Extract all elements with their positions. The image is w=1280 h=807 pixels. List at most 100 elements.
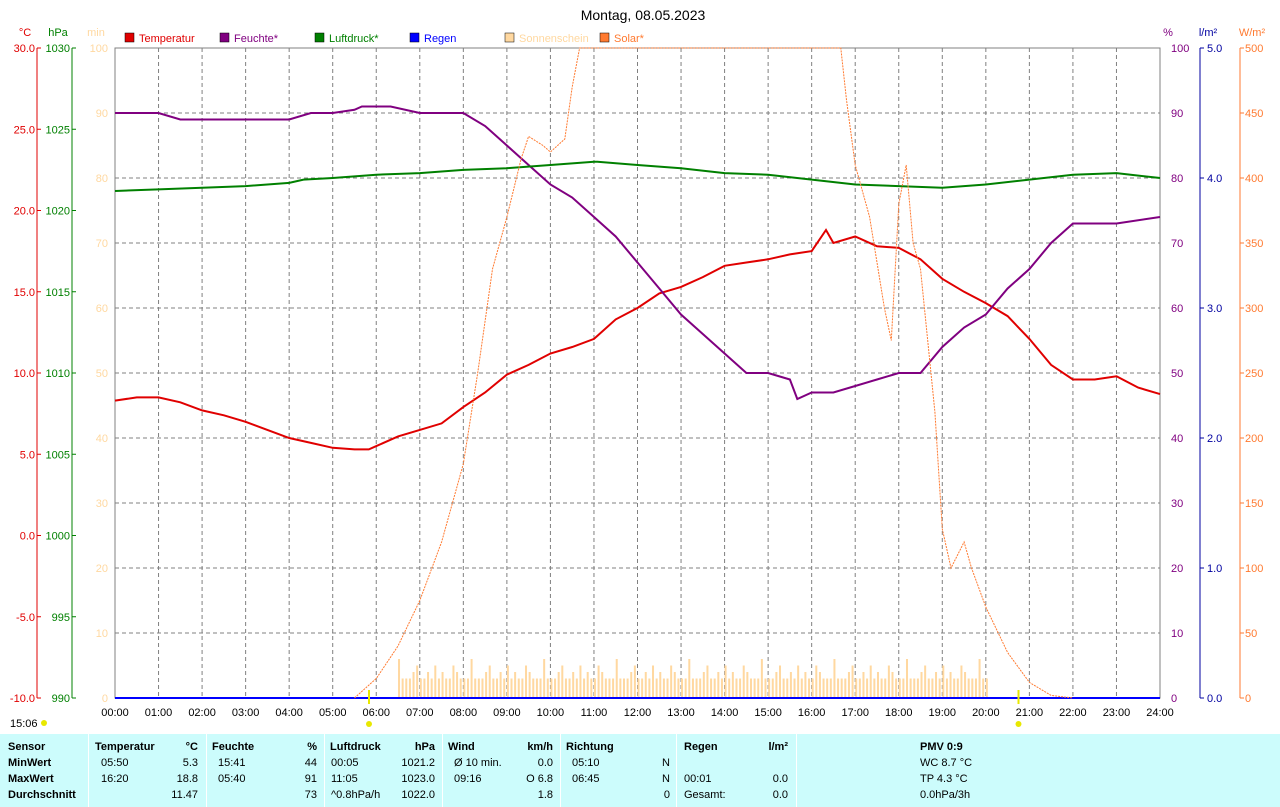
solar-tick: 350 [1245, 238, 1263, 250]
dir-time: 06:45 [572, 773, 600, 785]
sunshine-bar [876, 672, 879, 698]
min-tick: 50 [96, 368, 108, 380]
x-tick: 10:00 [537, 707, 565, 719]
sunshine-bar [862, 672, 865, 698]
press-tick: 995 [52, 612, 70, 624]
stats-table: Sensor Temperatur °C Feuchte% Luftdruck hPa Wi… [0, 734, 1280, 807]
legend-label: Luftdruck* [329, 33, 379, 45]
hum-tick: 90 [1171, 108, 1183, 120]
legend-swatch [409, 32, 420, 43]
axes: °C hPa min 30.0 25.0 20.0 15.0 10.0 5.0 0.0 -5.0 -1… [10, 27, 1266, 719]
temp-unit: °C [19, 27, 31, 39]
sunshine-bar [909, 678, 912, 698]
legend-swatch [314, 32, 325, 43]
sunshine-bar [437, 678, 440, 698]
legend-swatch [504, 32, 515, 43]
sunshine-bar [441, 672, 444, 698]
column-separator [324, 734, 325, 807]
hum-tick: 80 [1171, 173, 1183, 185]
temp-tick: 20.0 [14, 206, 35, 218]
legend-label: Sonnenschein [519, 33, 589, 45]
row-label: MaxWert [8, 773, 54, 785]
sunshine-bar [503, 678, 506, 698]
column-separator [442, 734, 443, 807]
press-tick: 1010 [46, 368, 70, 380]
sunshine-bar [619, 678, 622, 698]
sunshine-bar [760, 659, 763, 698]
wind-value: O 6.8 [526, 773, 553, 785]
hum-tick: 10 [1171, 628, 1183, 640]
sunshine-bar [408, 678, 411, 698]
sunshine-bar [779, 665, 782, 698]
x-tick: 23:00 [1103, 707, 1131, 719]
x-tick: 15:00 [754, 707, 782, 719]
legend: Temperatur Feuchte* Luftdruck* Regen Sonnens… [124, 32, 645, 45]
sunshine-bar [742, 665, 745, 698]
legend-label: Regen [424, 33, 456, 45]
sunshine-bar [579, 665, 582, 698]
sunshine-bar [543, 659, 546, 698]
temp-value: 5.3 [182, 757, 198, 769]
sunshine-bar [459, 678, 462, 698]
sunshine-bar [597, 665, 600, 698]
solar-tick: 450 [1245, 108, 1263, 120]
x-tick: 00:00 [101, 707, 129, 719]
hum-value: 73 [304, 789, 317, 801]
sunshine-bar [786, 678, 789, 698]
sunshine-bar [532, 678, 535, 698]
sunshine-bar [895, 678, 898, 698]
min-unit: min [87, 27, 105, 39]
sunshine-bar [800, 678, 803, 698]
sunshine-bar [673, 672, 676, 698]
sunshine-bar [514, 672, 517, 698]
solar-tick: 250 [1245, 368, 1263, 380]
sunshine-bar [844, 678, 847, 698]
hum-unit: % [1163, 27, 1173, 39]
min-tick: 70 [96, 238, 108, 250]
chart-title: Montag, 08.05.2023 [581, 7, 706, 23]
sunshine-bar [702, 672, 705, 698]
min-tick: 10 [96, 628, 108, 640]
column-separator [206, 734, 207, 807]
sunshine-bar [753, 678, 756, 698]
sunshine-bar [789, 672, 792, 698]
sunshine-bar [728, 678, 731, 698]
dir-time: 05:10 [572, 757, 600, 769]
sunshine-bar [463, 678, 466, 698]
sunshine-bar [945, 678, 948, 698]
hum-tick: 70 [1171, 238, 1183, 250]
rain-tick: 0.0 [1207, 693, 1222, 705]
sunshine-bar [539, 678, 542, 698]
legend-label: Feuchte* [234, 33, 279, 45]
sunshine-bar [561, 665, 564, 698]
sunshine-bar [568, 678, 571, 698]
legend-label: Solar* [614, 33, 645, 45]
sunshine-bar [891, 672, 894, 698]
solar-unit: W/m² [1239, 27, 1266, 39]
header-dir: Richtung [566, 741, 614, 753]
temp-tick: 25.0 [14, 124, 35, 136]
sunshine-bar [797, 665, 800, 698]
sunshine-bar [982, 678, 985, 698]
sunshine-bar [739, 678, 742, 698]
dir-value: 0 [663, 789, 670, 801]
sunshine-bars [398, 659, 988, 698]
sunshine-bar [949, 672, 952, 698]
min-tick: 60 [96, 303, 108, 315]
legend-swatch [124, 32, 135, 43]
sunshine-bar [768, 678, 771, 698]
sunshine-bar [412, 672, 415, 698]
press-tick: 1025 [46, 124, 70, 136]
sunshine-bar [808, 678, 811, 698]
sunshine-bar [590, 678, 593, 698]
rain-time: 00:01 [684, 773, 712, 785]
sunshine-bar [430, 678, 433, 698]
sunshine-bar [564, 678, 567, 698]
pmv-extra: 0.0hPa/3h [920, 789, 971, 801]
solar-tick: 300 [1245, 303, 1263, 315]
sunshine-bar [731, 672, 734, 698]
min-tick: 90 [96, 108, 108, 120]
hum-value: 44 [304, 757, 317, 769]
sunshine-bar [488, 665, 491, 698]
column-separator [560, 734, 561, 807]
